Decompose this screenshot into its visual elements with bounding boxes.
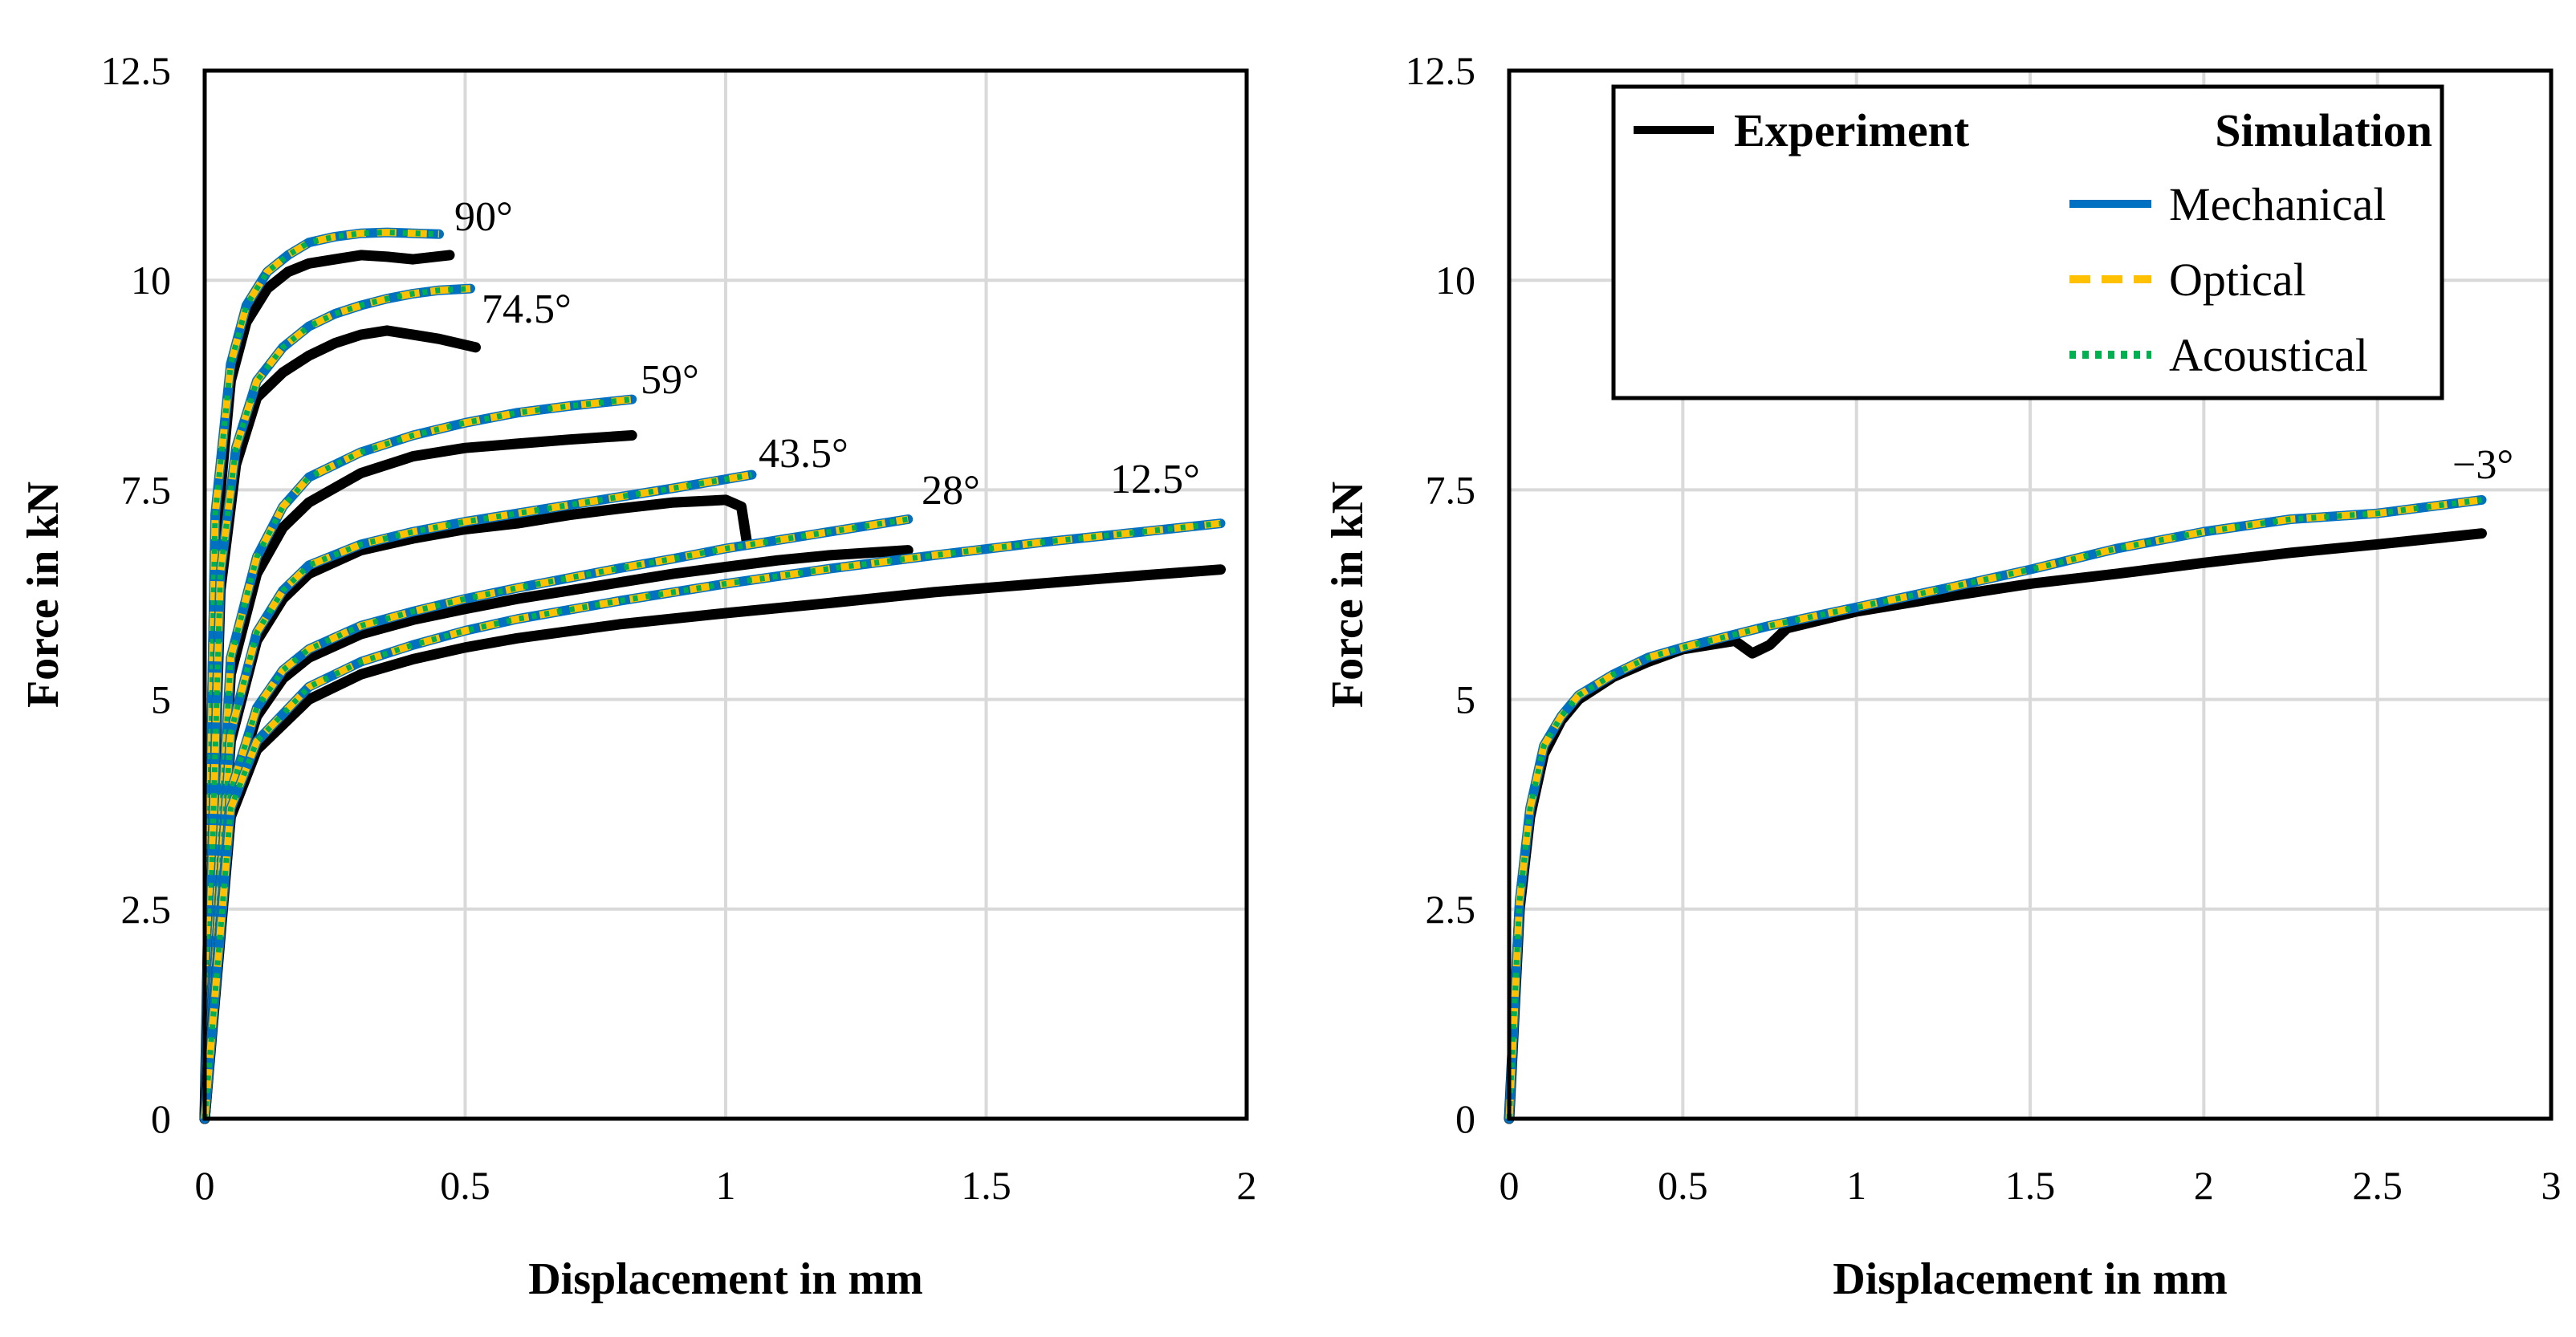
optical-line-74-5- xyxy=(201,285,471,1120)
x-tick-label: 2 xyxy=(1237,1163,1257,1208)
right-y-ticks: 0 2.5 5 7.5 10 12.5 xyxy=(1406,48,1476,1141)
y-tick-label: 5 xyxy=(151,677,171,722)
y-tick-label: 5 xyxy=(1455,677,1475,722)
legend-experiment-label: Experiment xyxy=(1734,104,1970,156)
x-tick-label: 1 xyxy=(716,1163,736,1208)
label-minus-3deg: −3° xyxy=(2452,442,2513,488)
y-tick-label: 12.5 xyxy=(1406,48,1476,93)
right-y-axis-label: Force in kN xyxy=(1323,482,1373,708)
y-tick-label: 0 xyxy=(151,1096,171,1141)
right-plot-frame xyxy=(1507,68,2554,1121)
right-x-ticks: 0 0.5 1 1.5 2 2.5 3 xyxy=(1500,1163,2562,1208)
right-x-axis-label: Displacement in mm xyxy=(1833,1254,2228,1304)
left-y-ticks: 0 2.5 5 7.5 10 12.5 xyxy=(101,48,172,1141)
x-tick-label: 2 xyxy=(2194,1163,2214,1208)
x-tick-label: 0 xyxy=(195,1163,215,1208)
acoustical-line-59- xyxy=(201,396,633,1120)
experiment-line-12-5- xyxy=(199,564,1226,1124)
label-90deg: 90° xyxy=(454,194,513,240)
y-tick-label: 2.5 xyxy=(121,887,172,932)
label-59deg: 59° xyxy=(641,357,699,403)
x-tick-label: 2.5 xyxy=(2352,1163,2403,1208)
acoustical-line-90- xyxy=(201,230,440,1120)
y-tick-label: 0 xyxy=(1455,1096,1475,1141)
x-tick-label: 3 xyxy=(2541,1163,2562,1208)
acoustical-line-12-5- xyxy=(201,520,1221,1120)
right-series xyxy=(1504,494,2487,1124)
label-43-5deg: 43.5° xyxy=(759,431,848,477)
x-tick-label: 0 xyxy=(1500,1163,1520,1208)
experiment-line--3- xyxy=(1504,528,2487,1124)
legend-box xyxy=(1611,84,2444,400)
left-series xyxy=(199,227,1226,1124)
left-x-axis-label: Displacement in mm xyxy=(528,1254,923,1304)
legend-acoustical-label: Acoustical xyxy=(2169,329,2368,381)
legend-optical-label: Optical xyxy=(2169,254,2306,306)
y-tick-label: 2.5 xyxy=(1426,887,1476,932)
left-x-ticks: 0 0.5 1 1.5 2 xyxy=(195,1163,1257,1208)
legend-simulation-header: Simulation xyxy=(2215,104,2432,156)
label-12-5deg: 12.5° xyxy=(1110,457,1200,502)
acoustical-line-43-5- xyxy=(201,472,753,1120)
x-tick-label: 0.5 xyxy=(440,1163,490,1208)
x-tick-label: 0.5 xyxy=(1658,1163,1708,1208)
y-tick-label: 10 xyxy=(131,258,171,303)
optical-line--3- xyxy=(1505,496,2483,1120)
y-tick-label: 10 xyxy=(1435,258,1475,303)
x-tick-label: 1.5 xyxy=(2005,1163,2056,1208)
y-tick-label: 7.5 xyxy=(1426,467,1476,512)
left-plot-frame xyxy=(202,68,1249,1121)
x-tick-label: 1.5 xyxy=(961,1163,1011,1208)
legend-mechanical-label: Mechanical xyxy=(2169,178,2387,230)
right-panel: 0 2.5 5 7.5 10 12.5 0 0.5 1 1.5 2 2.5 3 Displacemen… xyxy=(1323,48,2562,1304)
left-y-axis-label: Force in kN xyxy=(18,482,68,708)
left-panel: 0 2.5 5 7.5 10 12.5 0 0.5 1 1.5 2 Displacement in… xyxy=(18,48,1257,1304)
label-74-5deg: 74.5° xyxy=(482,286,572,332)
y-tick-label: 12.5 xyxy=(101,48,172,93)
label-28deg: 28° xyxy=(922,468,980,514)
y-tick-label: 7.5 xyxy=(121,467,172,512)
left-grid xyxy=(205,71,1247,1119)
legend: Experiment Simulation Mechanical Optical… xyxy=(1611,84,2444,400)
acoustical-line-28- xyxy=(201,516,909,1120)
x-tick-label: 1 xyxy=(1846,1163,1866,1208)
